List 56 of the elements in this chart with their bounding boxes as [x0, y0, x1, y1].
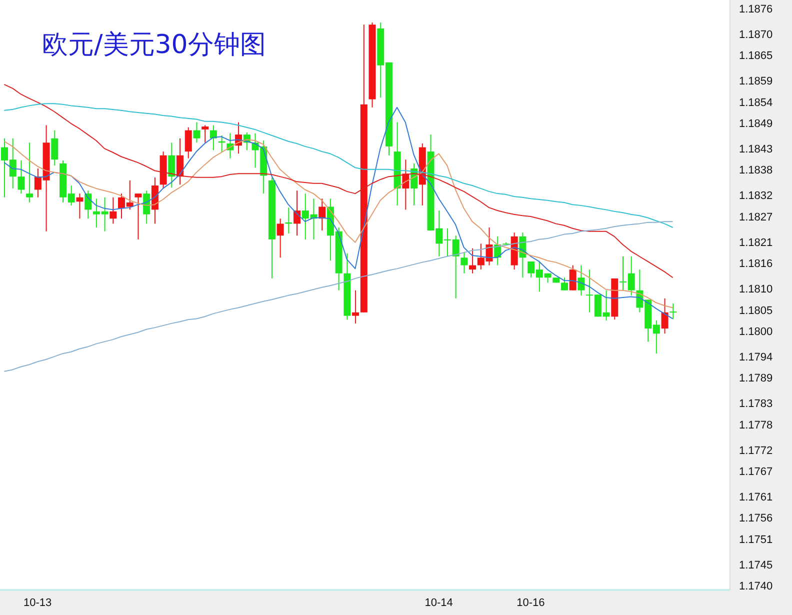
y-tick-label: 1.1838: [739, 164, 773, 177]
y-tick-label: 1.1761: [739, 492, 773, 504]
y-tick-label: 1.1816: [739, 258, 773, 270]
text: 欧元/美元30分钟图: [42, 29, 266, 62]
candlestick: [578, 264, 585, 296]
line-series: [4, 103, 674, 228]
candlestick: [18, 160, 25, 194]
y-tick-label: 1.1870: [739, 28, 773, 41]
candlestick: [202, 124, 209, 144]
y-tick-label: 1.1859: [739, 76, 773, 88]
y-tick-label: 1.1789: [739, 372, 773, 385]
candlestick: [184, 126, 192, 159]
candlestick: [560, 277, 568, 291]
candlestick: [26, 142, 34, 203]
candlestick: [76, 193, 84, 220]
candlestick: [460, 252, 468, 274]
candlestick: [294, 190, 301, 236]
y-tick-label: 1.1745: [739, 559, 773, 572]
candlestick: [569, 264, 576, 291]
candlestick: [352, 290, 360, 324]
candlestick: [276, 218, 284, 258]
y-tick-label: 1.1810: [739, 284, 773, 296]
candlestick: [168, 142, 176, 188]
y-tick-label: 1.1800: [739, 326, 773, 338]
candlestick: [318, 198, 326, 231]
candlestick: [51, 130, 58, 166]
y-tick-label: 1.1740: [739, 580, 773, 593]
candlestick: [670, 302, 677, 320]
candlestick: [134, 193, 142, 240]
line-series: [4, 221, 674, 372]
y-tick-label: 1.1849: [739, 118, 773, 130]
candlestick: [84, 190, 92, 220]
candlestick: [193, 122, 200, 144]
y-tick-label: 1.1767: [739, 466, 773, 478]
y-tick-label: 1.1778: [739, 419, 773, 432]
x-tick-label: 10-13: [24, 596, 52, 609]
x-tick-label: 10-16: [516, 596, 545, 609]
y-tick-label: 1.1843: [739, 143, 773, 156]
y-tick-label: 1.1832: [739, 190, 773, 202]
y-tick-label: 1.1783: [739, 398, 773, 410]
y-tick-label: 1.1794: [739, 351, 773, 364]
candlestick: [110, 196, 117, 224]
line-series: [4, 84, 674, 278]
candlestick: [469, 248, 476, 274]
x-tick-label: 10-14: [424, 596, 453, 609]
y-tick-label: 1.1751: [739, 534, 773, 546]
y-tick-label: 1.1865: [739, 50, 773, 62]
y-tick-label: 1.1805: [739, 304, 773, 317]
y-tick-label: 1.1876: [739, 3, 773, 16]
candlestick: [661, 298, 668, 334]
candlestick: [143, 190, 150, 224]
y-tick-label: 1.1854: [739, 96, 773, 109]
y-tick-label: 1.1827: [739, 211, 773, 224]
y-tick-label: 1.1756: [739, 512, 773, 525]
y-tick-label: 1.1821: [739, 236, 773, 249]
y-tick-label: 1.1772: [739, 444, 773, 457]
